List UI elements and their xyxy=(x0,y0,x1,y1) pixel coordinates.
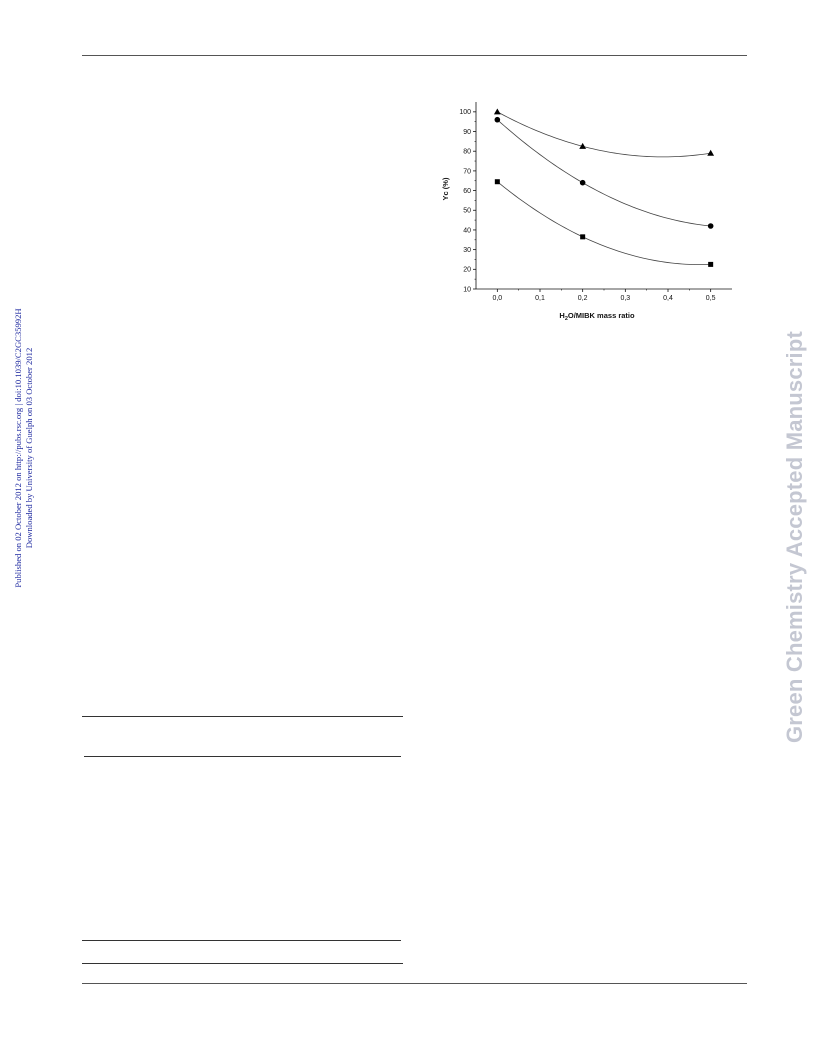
side-note-published-line: Published on 02 October 2012 on http://p… xyxy=(13,308,23,588)
x-axis-label-rest: O/MIBK mass ratio xyxy=(568,311,635,320)
triangle-data-point xyxy=(493,108,501,115)
square-data-point xyxy=(580,234,586,240)
circle-data-point xyxy=(707,223,714,229)
y-tick-label: 80 xyxy=(463,149,471,156)
x-tick-label: 0,2 xyxy=(578,295,588,302)
y-tick-label: 50 xyxy=(463,208,471,215)
y-tick-label: 90 xyxy=(463,129,471,136)
table-bottom-rule xyxy=(82,940,401,941)
table-header-rule xyxy=(84,756,401,757)
side-note-downloaded-line: Downloaded by University of Guelph on 03… xyxy=(24,347,34,549)
circle-data-point xyxy=(579,179,586,186)
page-top-rule xyxy=(82,55,747,56)
x-tick-label: 0,3 xyxy=(620,295,630,302)
watermark-text: Green Chemistry Accepted Manuscript xyxy=(782,330,807,744)
circle-data-point xyxy=(494,116,501,123)
table-footnote-rule xyxy=(82,963,403,964)
x-tick-label: 0,4 xyxy=(663,295,673,302)
yield-chart-figure: Yc (%) H2O/MIBK mass ratio 10 20 30 40 50 60 7… xyxy=(412,70,780,332)
x-tick-label: 0,1 xyxy=(535,295,545,302)
y-tick-label: 60 xyxy=(463,188,471,195)
page-bottom-rule xyxy=(82,983,747,984)
x-tick-label: 0,0 xyxy=(492,295,502,302)
y-tick-label: 40 xyxy=(463,227,471,234)
y-tick-label: 100 xyxy=(459,109,471,116)
x-axis-label-main: H xyxy=(559,311,564,320)
y-tick-label: 20 xyxy=(463,267,471,274)
x-axis-label-subscript: 2 xyxy=(565,316,568,322)
y-tick-label: 30 xyxy=(463,247,471,254)
series-circle-fit-line xyxy=(497,119,711,227)
y-axis-label: Yc (%) xyxy=(441,177,450,200)
yield-chart: Yc (%) H2O/MIBK mass ratio 10 20 30 40 50 60 7… xyxy=(441,102,732,322)
x-tick-label: 0,5 xyxy=(706,295,716,302)
triangle-data-point xyxy=(707,149,715,156)
series-square-fit-line xyxy=(497,181,711,266)
y-tick-label: 70 xyxy=(463,168,471,175)
x-axis-label: H2O/MIBK mass ratio xyxy=(559,311,635,322)
series-triangle-fit-line xyxy=(497,111,711,158)
square-data-point xyxy=(494,179,500,185)
y-tick-label: 10 xyxy=(463,286,471,293)
triangle-data-point xyxy=(579,142,587,149)
square-data-point xyxy=(708,261,714,267)
table-top-rule xyxy=(82,716,403,717)
